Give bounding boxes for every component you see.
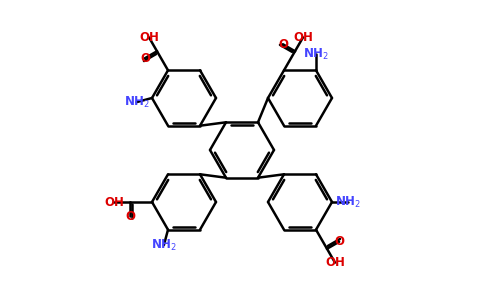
Text: OH: OH <box>293 31 313 44</box>
Text: O: O <box>334 235 344 248</box>
Text: O: O <box>140 52 150 65</box>
Text: NH$_2$: NH$_2$ <box>335 194 361 209</box>
Text: OH: OH <box>104 196 124 208</box>
Text: NH$_2$: NH$_2$ <box>123 94 150 110</box>
Text: OH: OH <box>139 31 159 44</box>
Text: NH$_2$: NH$_2$ <box>303 47 329 62</box>
Text: NH$_2$: NH$_2$ <box>151 238 177 253</box>
Text: O: O <box>125 209 135 223</box>
Text: OH: OH <box>325 256 345 269</box>
Text: O: O <box>278 38 288 51</box>
